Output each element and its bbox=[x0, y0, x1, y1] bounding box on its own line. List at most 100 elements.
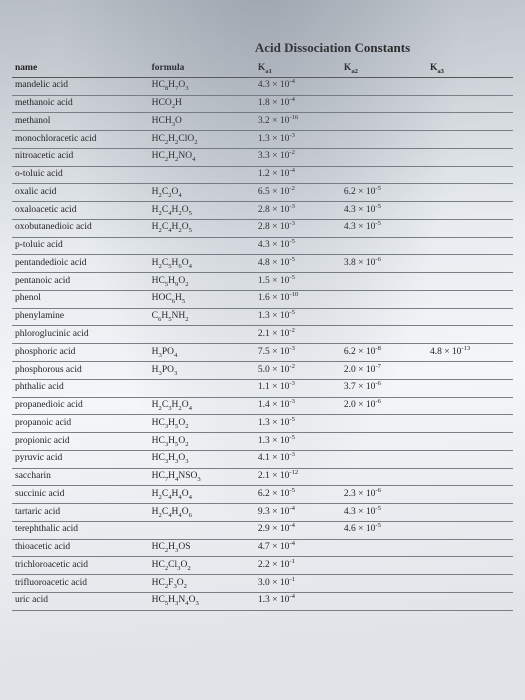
cell-ka2 bbox=[341, 557, 427, 575]
table-row: pentanoic acidHC5H9O21.5 × 10-5 bbox=[12, 273, 513, 291]
table-row: trifluoroacetic acidHC2F3O23.0 × 10-1 bbox=[12, 575, 513, 593]
cell-ka2 bbox=[341, 450, 427, 468]
cell-ka3 bbox=[427, 308, 513, 326]
cell-name: oxaloacetic acid bbox=[12, 202, 149, 220]
cell-name: oxalic acid bbox=[12, 184, 149, 202]
cell-formula bbox=[149, 379, 255, 397]
col-name: name bbox=[12, 60, 149, 77]
cell-name: nitroacetic acid bbox=[12, 148, 149, 166]
cell-ka3 bbox=[427, 202, 513, 220]
cell-ka1: 1.3 × 10-5 bbox=[255, 415, 341, 433]
cell-ka1: 1.6 × 10-10 bbox=[255, 290, 341, 308]
table-row: propanedioic acidH2C3H2O41.4 × 10-32.0 ×… bbox=[12, 397, 513, 415]
table-row: methanolHCH3O3.2 × 10-16 bbox=[12, 113, 513, 131]
cell-ka2: 4.3 × 10-5 bbox=[341, 504, 427, 522]
cell-name: methanoic acid bbox=[12, 95, 149, 113]
cell-ka1: 6.2 × 10-5 bbox=[255, 486, 341, 504]
cell-formula bbox=[149, 166, 255, 184]
table-row: p-toluic acid 4.3 × 10-5 bbox=[12, 237, 513, 255]
cell-formula: HC8H7O3 bbox=[149, 77, 255, 95]
cell-formula: H2C2O4 bbox=[149, 184, 255, 202]
table-row: o-toluic acid1.2 × 10-4 bbox=[12, 166, 513, 184]
cell-ka1: 1.3 × 10-5 bbox=[255, 433, 341, 451]
table-row: phloroglucinic acid2.1 × 10-2 bbox=[12, 326, 513, 344]
cell-ka2 bbox=[341, 433, 427, 451]
cell-ka2 bbox=[341, 290, 427, 308]
cell-name: phosphoric acid bbox=[12, 344, 149, 362]
cell-ka1: 4.7 × 10-4 bbox=[255, 539, 341, 557]
cell-ka2 bbox=[341, 468, 427, 486]
cell-name: propionic acid bbox=[12, 433, 149, 451]
cell-name: phthalic acid bbox=[12, 379, 149, 397]
table-row: propionic acidHC3H5O21.3 × 10-5 bbox=[12, 433, 513, 451]
cell-name: thioacetic acid bbox=[12, 539, 149, 557]
cell-name: phosphorous acid bbox=[12, 362, 149, 380]
table-row: pentandedioic acidH2C5H6O44.8 × 10-53.8 … bbox=[12, 255, 513, 273]
cell-formula: HC5H3N4O3 bbox=[149, 592, 255, 610]
cell-formula: HC7H4NSO3 bbox=[149, 468, 255, 486]
cell-ka1: 2.1 × 10-12 bbox=[255, 468, 341, 486]
cell-ka3 bbox=[427, 521, 513, 539]
cell-name: phenol bbox=[12, 290, 149, 308]
cell-name: terephthalic acid bbox=[12, 521, 149, 539]
cell-ka1: 1.8 × 10-4 bbox=[255, 95, 341, 113]
cell-formula: HC2H2ClO2 bbox=[149, 131, 255, 149]
cell-formula: HC3H3O3 bbox=[149, 450, 255, 468]
cell-ka1: 2.2 × 10-1 bbox=[255, 557, 341, 575]
cell-ka3 bbox=[427, 184, 513, 202]
table-title: Acid Dissociation Constants bbox=[152, 40, 513, 56]
cell-ka2 bbox=[341, 308, 427, 326]
cell-ka3 bbox=[427, 575, 513, 593]
col-ka2: Ka2 bbox=[341, 60, 427, 77]
cell-ka3 bbox=[427, 255, 513, 273]
cell-formula: HCO2H bbox=[149, 95, 255, 113]
cell-name: succinic acid bbox=[12, 486, 149, 504]
cell-ka3 bbox=[427, 539, 513, 557]
cell-formula: H2C4H4O6 bbox=[149, 504, 255, 522]
cell-formula: H2C3H2O4 bbox=[149, 397, 255, 415]
cell-formula: HC5H9O2 bbox=[149, 273, 255, 291]
cell-formula bbox=[149, 521, 255, 539]
table-row: trichloroacetic acidHC2Cl3O22.2 × 10-1 bbox=[12, 557, 513, 575]
table-row: propanoic acidHC3H5O21.3 × 10-5 bbox=[12, 415, 513, 433]
cell-formula: HC2F3O2 bbox=[149, 575, 255, 593]
cell-ka2: 3.8 × 10-6 bbox=[341, 255, 427, 273]
table-row: nitroacetic acidHC2H2NO43.3 × 10-2 bbox=[12, 148, 513, 166]
cell-ka1: 1.3 × 10-3 bbox=[255, 131, 341, 149]
cell-ka2 bbox=[341, 131, 427, 149]
cell-ka3 bbox=[427, 95, 513, 113]
cell-ka2 bbox=[341, 273, 427, 291]
cell-name: phenylamine bbox=[12, 308, 149, 326]
cell-ka3 bbox=[427, 77, 513, 95]
cell-formula: HC3H5O2 bbox=[149, 433, 255, 451]
cell-ka1: 1.5 × 10-5 bbox=[255, 273, 341, 291]
cell-ka2: 6.2 × 10-5 bbox=[341, 184, 427, 202]
cell-ka1: 1.3 × 10-5 bbox=[255, 308, 341, 326]
cell-name: saccharin bbox=[12, 468, 149, 486]
cell-ka2 bbox=[341, 113, 427, 131]
table-row: uric acidHC5H3N4O31.3 × 10-4 bbox=[12, 592, 513, 610]
cell-formula: H2C4H2O5 bbox=[149, 219, 255, 237]
cell-name: p-toluic acid bbox=[12, 237, 149, 255]
cell-ka3 bbox=[427, 148, 513, 166]
cell-formula: HC2H3OS bbox=[149, 539, 255, 557]
cell-name: propanedioic acid bbox=[12, 397, 149, 415]
cell-name: oxobutanedioic acid bbox=[12, 219, 149, 237]
cell-ka1: 1.3 × 10-4 bbox=[255, 592, 341, 610]
cell-formula: HC3H5O2 bbox=[149, 415, 255, 433]
cell-name: tartaric acid bbox=[12, 504, 149, 522]
cell-ka2 bbox=[341, 415, 427, 433]
cell-formula: HOC6H5 bbox=[149, 290, 255, 308]
cell-ka2: 2.0 × 10-6 bbox=[341, 397, 427, 415]
cell-ka1: 4.3 × 10-5 bbox=[255, 237, 341, 255]
cell-name: o-toluic acid bbox=[12, 166, 149, 184]
col-formula: formula bbox=[149, 60, 255, 77]
cell-ka2 bbox=[341, 326, 427, 344]
table-body: mandelic acidHC8H7O34.3 × 10-4methanoic … bbox=[12, 77, 513, 610]
cell-ka3 bbox=[427, 362, 513, 380]
cell-ka1: 1.4 × 10-3 bbox=[255, 397, 341, 415]
cell-ka3 bbox=[427, 468, 513, 486]
cell-ka2: 4.6 × 10-5 bbox=[341, 521, 427, 539]
cell-ka3 bbox=[427, 166, 513, 184]
cell-ka1: 7.5 × 10-3 bbox=[255, 344, 341, 362]
